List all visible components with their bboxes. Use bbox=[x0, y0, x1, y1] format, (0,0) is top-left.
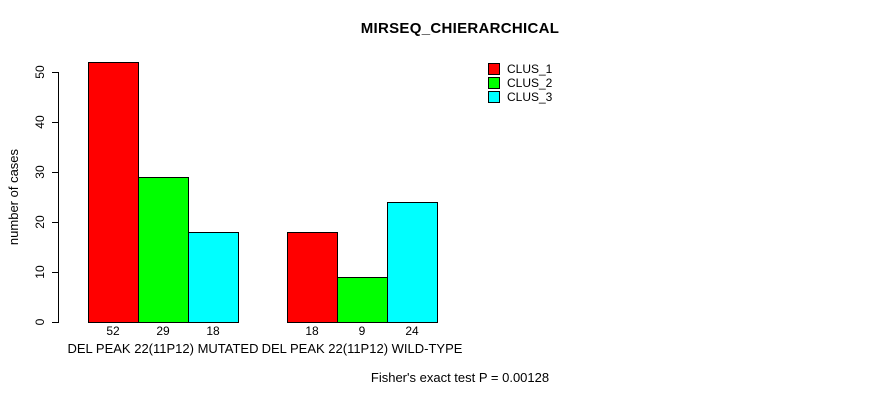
legend-swatch bbox=[488, 77, 500, 89]
bar bbox=[88, 62, 139, 323]
bar bbox=[337, 277, 388, 323]
legend-label: CLUS_2 bbox=[507, 76, 553, 90]
y-tick-mark bbox=[52, 222, 59, 223]
bar bbox=[138, 177, 189, 323]
legend-swatch bbox=[488, 63, 500, 75]
y-tick-mark bbox=[52, 172, 59, 173]
footer-text: Fisher's exact test P = 0.00128 bbox=[370, 370, 550, 385]
bar-value-label: 18 bbox=[206, 324, 220, 338]
y-tick-label: 0 bbox=[33, 318, 47, 326]
bar bbox=[387, 202, 438, 323]
y-tick-label: 50 bbox=[33, 65, 47, 79]
y-tick-label: 40 bbox=[33, 115, 47, 129]
y-tick-label: 10 bbox=[33, 265, 47, 279]
y-axis-line bbox=[58, 72, 59, 323]
y-tick-mark bbox=[52, 72, 59, 73]
y-tick-label: 30 bbox=[33, 165, 47, 179]
y-axis-label: number of cases bbox=[6, 148, 21, 246]
y-tick-label: 20 bbox=[33, 215, 47, 229]
bar bbox=[287, 232, 338, 323]
bar-value-label: 29 bbox=[156, 324, 170, 338]
y-tick-mark bbox=[52, 122, 59, 123]
x-category-label: DEL PEAK 22(11P12) WILD-TYPE bbox=[261, 341, 463, 356]
legend-swatch bbox=[488, 91, 500, 103]
y-tick-mark bbox=[52, 272, 59, 273]
bar-value-label: 18 bbox=[305, 324, 319, 338]
x-category-label: DEL PEAK 22(11P12) MUTATED bbox=[67, 341, 259, 356]
y-tick-mark bbox=[52, 322, 59, 323]
legend-label: CLUS_3 bbox=[507, 90, 553, 104]
chart-title: MIRSEQ_CHIERARCHICAL bbox=[360, 20, 560, 37]
legend-label: CLUS_1 bbox=[507, 62, 553, 76]
bar-value-label: 24 bbox=[405, 324, 419, 338]
bar-value-label: 52 bbox=[106, 324, 120, 338]
bar-value-label: 9 bbox=[358, 324, 366, 338]
bar bbox=[188, 232, 239, 323]
